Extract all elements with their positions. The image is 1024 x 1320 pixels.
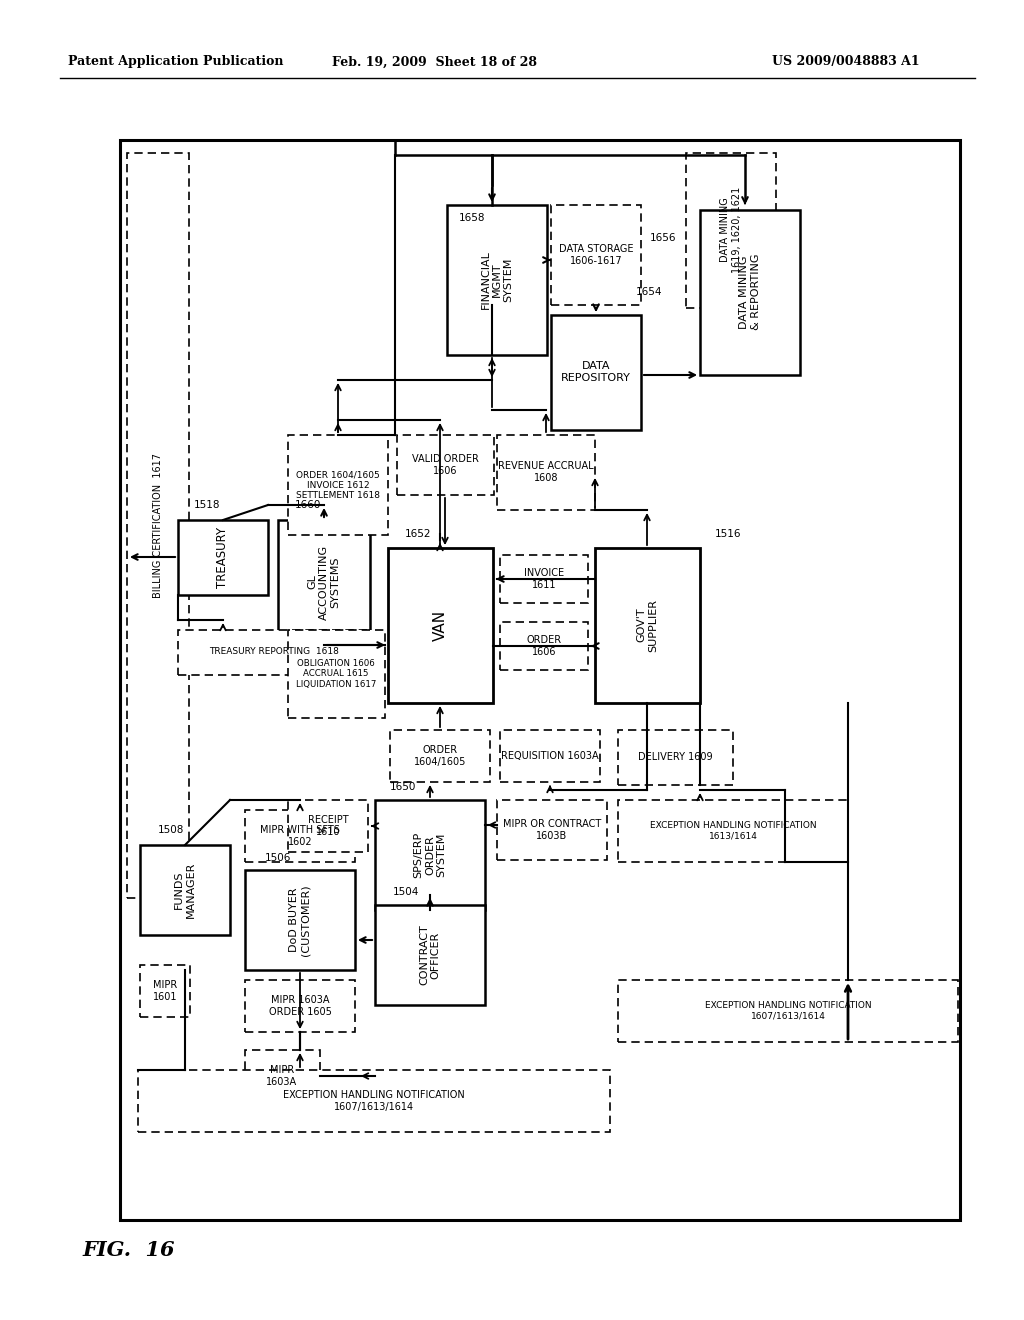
Bar <box>447 205 547 355</box>
Text: REVENUE ACCRUAL
1608: REVENUE ACCRUAL 1608 <box>499 461 594 483</box>
Bar <box>245 810 355 862</box>
Bar <box>551 205 641 305</box>
Bar <box>127 153 189 898</box>
Text: DATA
REPOSITORY: DATA REPOSITORY <box>561 362 631 383</box>
Text: MIPR
1603A: MIPR 1603A <box>266 1065 298 1086</box>
Bar <box>178 630 370 675</box>
Text: MIPR WITH SFTS
1602: MIPR WITH SFTS 1602 <box>260 825 340 847</box>
Text: 1518: 1518 <box>194 500 220 510</box>
Bar <box>397 436 494 495</box>
Text: RECEIPT
1610: RECEIPT 1610 <box>307 816 348 837</box>
Text: US 2009/0048883 A1: US 2009/0048883 A1 <box>772 55 920 69</box>
Text: SPS/ERP
ORDER
SYSTEM: SPS/ERP ORDER SYSTEM <box>414 832 446 878</box>
Bar <box>138 1071 610 1133</box>
Text: REQUISITION 1603A: REQUISITION 1603A <box>501 751 599 762</box>
Text: FINANCIAL
MGMT
SYSTEM: FINANCIAL MGMT SYSTEM <box>480 251 514 309</box>
Text: 1654: 1654 <box>636 286 662 297</box>
Text: EXCEPTION HANDLING NOTIFICATION
1607/1613/1614: EXCEPTION HANDLING NOTIFICATION 1607/161… <box>705 1002 871 1020</box>
Text: 1516: 1516 <box>715 529 741 539</box>
Bar <box>288 630 385 718</box>
Text: DELIVERY 1609: DELIVERY 1609 <box>638 752 713 762</box>
Text: TREASURY REPORTING  1618: TREASURY REPORTING 1618 <box>209 648 339 656</box>
Text: INVOICE
1611: INVOICE 1611 <box>524 568 564 590</box>
Text: DATA STORAGE
1606-1617: DATA STORAGE 1606-1617 <box>559 244 633 265</box>
Text: 1508: 1508 <box>158 825 184 836</box>
Text: GL
ACCOUNTING
SYSTEMS: GL ACCOUNTING SYSTEMS <box>307 544 341 619</box>
Text: EXCEPTION HANDLING NOTIFICATION
1613/1614: EXCEPTION HANDLING NOTIFICATION 1613/161… <box>649 821 816 841</box>
Text: 1504: 1504 <box>393 887 420 898</box>
Bar <box>390 730 490 781</box>
Text: 1506: 1506 <box>265 853 292 863</box>
Text: GOV'T
SUPPLIER: GOV'T SUPPLIER <box>636 598 657 652</box>
Bar <box>288 436 388 535</box>
Text: 1652: 1652 <box>406 529 431 539</box>
Bar <box>245 870 355 970</box>
Text: 1658: 1658 <box>459 213 485 223</box>
Bar <box>618 730 733 785</box>
Text: OBLIGATION 1606
ACCRUAL 1615
LIQUIDATION 1617: OBLIGATION 1606 ACCRUAL 1615 LIQUIDATION… <box>296 659 376 689</box>
Text: CONTRACT
OFFICER: CONTRACT OFFICER <box>419 924 440 985</box>
Bar <box>375 800 485 909</box>
Text: TREASURY: TREASURY <box>216 527 229 587</box>
Bar <box>497 800 607 861</box>
Bar <box>245 979 355 1032</box>
Text: FIG.  16: FIG. 16 <box>82 1239 174 1261</box>
Text: BILLING CERTIFICATION  1617: BILLING CERTIFICATION 1617 <box>153 453 163 598</box>
Bar <box>120 140 961 1220</box>
Text: MIPR 1603A
ORDER 1605: MIPR 1603A ORDER 1605 <box>268 995 332 1016</box>
Bar <box>686 153 776 308</box>
Text: ORDER 1604/1605
INVOICE 1612
SETTLEMENT 1618: ORDER 1604/1605 INVOICE 1612 SETTLEMENT … <box>296 470 380 500</box>
Bar <box>618 800 848 862</box>
Bar <box>178 520 268 595</box>
Bar <box>500 622 588 671</box>
Bar <box>551 315 641 430</box>
Text: 1650: 1650 <box>390 781 417 792</box>
Bar <box>245 1049 319 1102</box>
Text: FUNDS
MANAGER: FUNDS MANAGER <box>174 862 196 919</box>
Bar <box>497 436 595 510</box>
Bar <box>500 730 600 781</box>
Text: 1656: 1656 <box>650 234 677 243</box>
Bar <box>288 800 368 851</box>
Text: Feb. 19, 2009  Sheet 18 of 28: Feb. 19, 2009 Sheet 18 of 28 <box>333 55 538 69</box>
Bar <box>140 845 230 935</box>
Bar <box>700 210 800 375</box>
Text: ORDER
1606: ORDER 1606 <box>526 635 561 657</box>
Text: VALID ORDER
1606: VALID ORDER 1606 <box>412 454 478 475</box>
Text: 1660: 1660 <box>295 500 322 510</box>
Bar <box>140 965 190 1016</box>
Bar <box>595 548 700 704</box>
Text: MIPR OR CONTRACT
1603B: MIPR OR CONTRACT 1603B <box>503 820 601 841</box>
Text: DATA MINING
& REPORTING: DATA MINING & REPORTING <box>739 253 761 330</box>
Text: VAN: VAN <box>432 610 447 640</box>
Text: DoD BUYER
(CUSTOMER): DoD BUYER (CUSTOMER) <box>289 884 311 956</box>
Bar <box>618 979 958 1041</box>
Text: Patent Application Publication: Patent Application Publication <box>68 55 284 69</box>
Bar <box>500 554 588 603</box>
Bar <box>388 548 493 704</box>
Text: ORDER
1604/1605: ORDER 1604/1605 <box>414 746 466 767</box>
Bar <box>375 906 485 1005</box>
Text: MIPR
1601: MIPR 1601 <box>153 981 177 1002</box>
Text: DATA MINING
1619, 1620, 1621: DATA MINING 1619, 1620, 1621 <box>720 187 741 273</box>
Bar <box>278 520 370 645</box>
Text: EXCEPTION HANDLING NOTIFICATION
1607/1613/1614: EXCEPTION HANDLING NOTIFICATION 1607/161… <box>283 1090 465 1111</box>
